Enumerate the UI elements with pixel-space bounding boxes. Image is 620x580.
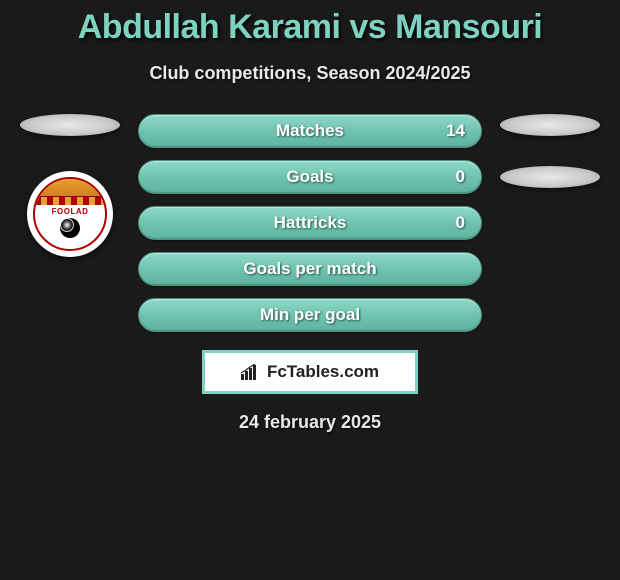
stat-label: Goals [286, 167, 333, 187]
stat-value: 0 [456, 213, 465, 233]
stat-value: 14 [446, 121, 465, 141]
badge-top-stripe [35, 179, 105, 197]
placeholder-ellipse-icon [20, 114, 120, 136]
club-badge-inner: FOOLAD [33, 177, 107, 251]
date-label: 24 february 2025 [0, 412, 620, 433]
placeholder-ellipse-icon [500, 166, 600, 188]
club-name-label: FOOLAD [52, 207, 89, 216]
stat-row-matches: Matches 14 [138, 114, 482, 148]
stat-label: Min per goal [260, 305, 360, 325]
stat-row-min-per-goal: Min per goal [138, 298, 482, 332]
bar-chart-icon [241, 364, 261, 380]
stat-label: Goals per match [243, 259, 376, 279]
stat-label: Matches [276, 121, 344, 141]
left-club-badge: FOOLAD [27, 171, 113, 257]
right-badge-column [500, 114, 600, 188]
stat-rows: Matches 14 Goals 0 Hattricks 0 Goals per… [138, 114, 482, 332]
brand-attribution: FcTables.com [202, 350, 418, 394]
stat-value: 0 [456, 167, 465, 187]
stat-label: Hattricks [274, 213, 347, 233]
subtitle: Club competitions, Season 2024/2025 [0, 63, 620, 84]
infographic-container: Abdullah Karami vs Mansouri Club competi… [0, 0, 620, 433]
page-title: Abdullah Karami vs Mansouri [0, 8, 620, 47]
soccer-ball-icon [60, 218, 80, 238]
stats-area: FOOLAD Matches 14 Goals 0 Hattricks 0 Go… [0, 114, 620, 332]
brand-label: FcTables.com [267, 362, 379, 382]
stat-row-goals: Goals 0 [138, 160, 482, 194]
badge-pattern-stripe [35, 197, 105, 205]
placeholder-ellipse-icon [500, 114, 600, 136]
stat-row-hattricks: Hattricks 0 [138, 206, 482, 240]
stat-row-goals-per-match: Goals per match [138, 252, 482, 286]
left-badge-column: FOOLAD [20, 114, 120, 257]
